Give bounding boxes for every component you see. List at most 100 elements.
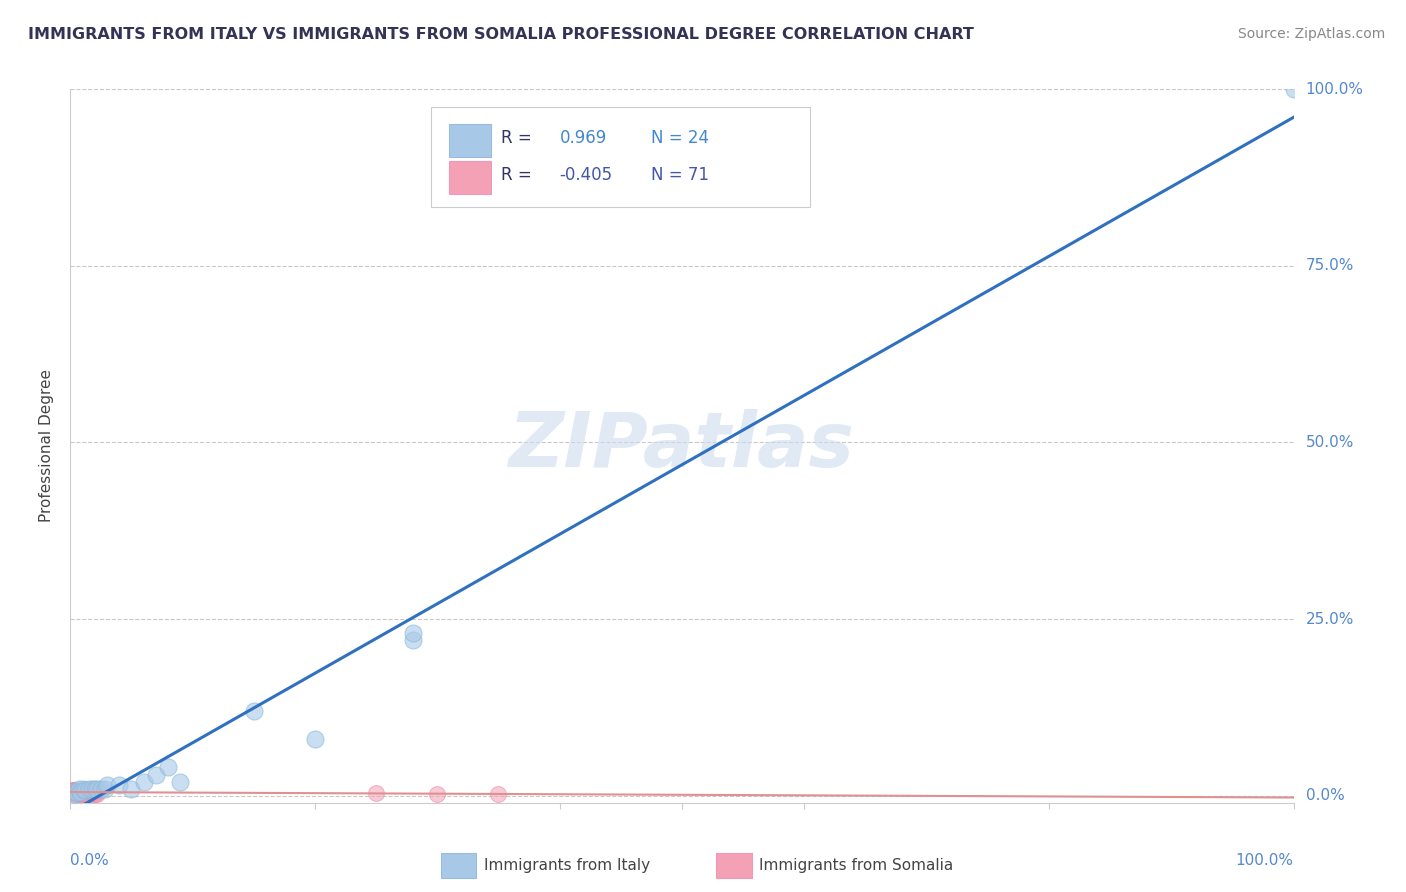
Point bbox=[69, 787, 91, 801]
Point bbox=[84, 784, 107, 798]
Point bbox=[77, 784, 100, 798]
Point bbox=[70, 784, 93, 798]
Point bbox=[77, 781, 100, 796]
Text: IMMIGRANTS FROM ITALY VS IMMIGRANTS FROM SOMALIA PROFESSIONAL DEGREE CORRELATION: IMMIGRANTS FROM ITALY VS IMMIGRANTS FROM… bbox=[28, 27, 974, 42]
Text: 0.0%: 0.0% bbox=[1306, 789, 1344, 803]
Point bbox=[63, 783, 86, 797]
Point bbox=[72, 781, 94, 796]
Point bbox=[73, 784, 96, 798]
Point bbox=[83, 784, 105, 798]
Point bbox=[67, 781, 90, 796]
Point bbox=[82, 781, 104, 796]
Point bbox=[121, 781, 143, 796]
Point bbox=[62, 785, 84, 799]
Point bbox=[72, 784, 94, 798]
Point bbox=[70, 786, 93, 800]
Point bbox=[73, 787, 96, 801]
Point bbox=[77, 786, 100, 800]
Point bbox=[65, 785, 87, 799]
Point bbox=[82, 787, 104, 801]
Point bbox=[75, 784, 97, 798]
Y-axis label: Professional Degree: Professional Degree bbox=[39, 369, 55, 523]
Text: 75.0%: 75.0% bbox=[1306, 259, 1354, 273]
Point bbox=[86, 787, 108, 801]
Point bbox=[73, 784, 96, 798]
Point bbox=[63, 786, 86, 800]
Point bbox=[60, 783, 83, 797]
Point bbox=[169, 774, 191, 789]
Point bbox=[1282, 82, 1305, 96]
Text: R =: R = bbox=[501, 166, 531, 184]
Text: 25.0%: 25.0% bbox=[1306, 612, 1354, 626]
Point bbox=[86, 781, 108, 796]
Point bbox=[66, 784, 89, 798]
Text: Immigrants from Italy: Immigrants from Italy bbox=[484, 858, 650, 873]
Text: R =: R = bbox=[501, 128, 531, 146]
Point bbox=[77, 786, 100, 800]
Point bbox=[72, 787, 94, 801]
Point bbox=[157, 760, 180, 774]
Point bbox=[72, 786, 94, 800]
FancyBboxPatch shape bbox=[432, 107, 810, 207]
Text: ZIPatlas: ZIPatlas bbox=[509, 409, 855, 483]
Text: -0.405: -0.405 bbox=[560, 166, 613, 184]
Point bbox=[145, 767, 167, 781]
Point bbox=[69, 787, 91, 801]
Text: 0.0%: 0.0% bbox=[70, 853, 110, 868]
Point bbox=[66, 784, 89, 798]
Point bbox=[65, 787, 87, 801]
Point bbox=[82, 784, 104, 798]
Point bbox=[66, 786, 89, 800]
Text: N = 24: N = 24 bbox=[651, 128, 710, 146]
Point bbox=[402, 626, 425, 640]
Point bbox=[108, 778, 131, 792]
Text: 100.0%: 100.0% bbox=[1236, 853, 1294, 868]
Point bbox=[65, 785, 87, 799]
Point bbox=[70, 784, 93, 798]
Point bbox=[83, 787, 105, 801]
Point bbox=[84, 786, 107, 800]
Point bbox=[79, 787, 101, 801]
Point bbox=[70, 785, 93, 799]
Point bbox=[83, 781, 105, 796]
Point bbox=[72, 787, 94, 801]
Point bbox=[75, 787, 97, 801]
Point bbox=[66, 787, 89, 801]
FancyBboxPatch shape bbox=[716, 854, 752, 878]
Point bbox=[304, 732, 326, 747]
Point bbox=[243, 704, 266, 718]
Point bbox=[79, 784, 101, 798]
Point bbox=[75, 786, 97, 800]
Point bbox=[76, 787, 98, 801]
Point bbox=[63, 787, 86, 801]
Point bbox=[63, 785, 86, 799]
Point bbox=[402, 633, 425, 648]
Text: 50.0%: 50.0% bbox=[1306, 435, 1354, 450]
Text: 0.969: 0.969 bbox=[560, 128, 607, 146]
Text: 100.0%: 100.0% bbox=[1306, 82, 1364, 96]
Text: N = 71: N = 71 bbox=[651, 166, 710, 184]
Point bbox=[93, 781, 115, 796]
Point bbox=[73, 783, 96, 797]
Point bbox=[65, 784, 87, 798]
Point bbox=[83, 784, 105, 798]
FancyBboxPatch shape bbox=[441, 854, 477, 878]
Point bbox=[69, 784, 91, 798]
Text: Source: ZipAtlas.com: Source: ZipAtlas.com bbox=[1237, 27, 1385, 41]
Text: Immigrants from Somalia: Immigrants from Somalia bbox=[759, 858, 953, 873]
Point bbox=[132, 774, 155, 789]
Point bbox=[80, 785, 103, 799]
Point bbox=[73, 786, 96, 800]
Point bbox=[63, 787, 86, 801]
Point bbox=[73, 784, 96, 798]
Point bbox=[80, 784, 103, 798]
Point bbox=[63, 783, 86, 797]
Point bbox=[73, 784, 96, 798]
Point bbox=[73, 786, 96, 800]
Point bbox=[67, 786, 90, 800]
Point bbox=[76, 784, 98, 798]
Point bbox=[488, 787, 510, 801]
Point bbox=[73, 785, 96, 799]
Point bbox=[69, 784, 91, 798]
Point bbox=[75, 784, 97, 798]
